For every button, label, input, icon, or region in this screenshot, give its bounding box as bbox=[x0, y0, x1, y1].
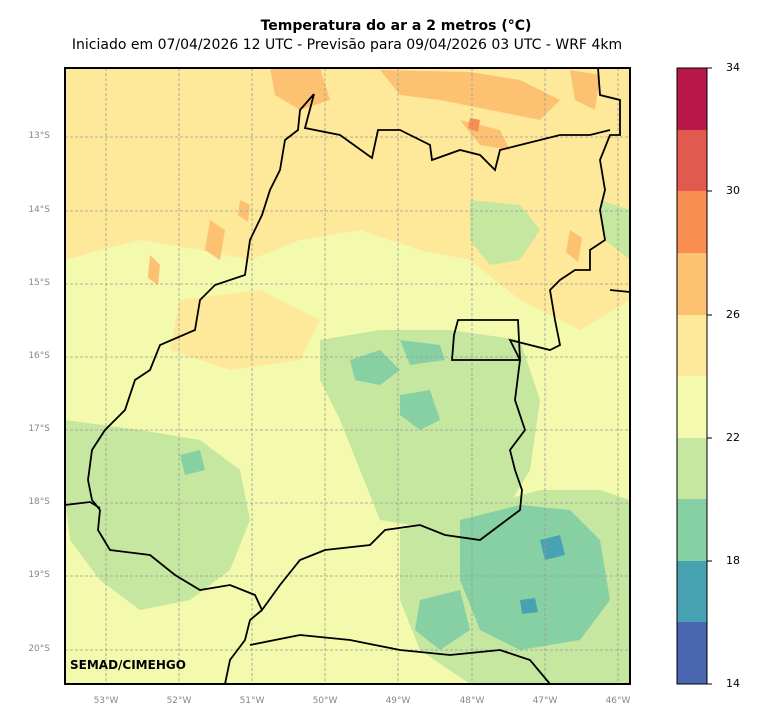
lon-label: 50°W bbox=[312, 696, 338, 706]
map-subtitle: Iniciado em 07/04/2026 12 UTC - Previsão… bbox=[71, 37, 623, 53]
lat-label: 20°S bbox=[28, 644, 50, 654]
colorbar-tick-label: 26 bbox=[726, 308, 740, 321]
lon-label: 47°W bbox=[532, 696, 558, 706]
lat-label: 16°S bbox=[28, 351, 50, 361]
graticule bbox=[65, 68, 630, 684]
credit-label: SEMAD/CIMEHGO bbox=[70, 658, 186, 672]
lat-label: 18°S bbox=[28, 497, 50, 507]
colorbar bbox=[676, 67, 712, 685]
lat-label: 15°S bbox=[28, 278, 50, 288]
lon-label: 49°W bbox=[385, 696, 411, 706]
lon-label: 46°W bbox=[605, 696, 631, 706]
lon-label: 53°W bbox=[93, 696, 119, 706]
colorbar-tick-label: 30 bbox=[726, 184, 740, 197]
state-borders bbox=[65, 68, 630, 684]
lon-label: 48°W bbox=[459, 696, 485, 706]
colorbar-tick-label: 34 bbox=[726, 61, 740, 74]
temperature-field bbox=[65, 68, 630, 684]
colorbar-tick-label: 14 bbox=[726, 677, 740, 690]
lat-label: 13°S bbox=[28, 131, 50, 141]
map-border bbox=[64, 67, 631, 685]
lon-label: 52°W bbox=[166, 696, 192, 706]
map-title: Temperatura do ar a 2 metros (°C) bbox=[260, 18, 532, 34]
lat-label: 14°S bbox=[28, 205, 50, 215]
colorbar-tick-label: 18 bbox=[726, 554, 740, 567]
lat-label: 19°S bbox=[28, 570, 50, 580]
colorbar-tick-label: 22 bbox=[726, 431, 740, 444]
lon-label: 51°W bbox=[239, 696, 265, 706]
lat-label: 17°S bbox=[28, 424, 50, 434]
